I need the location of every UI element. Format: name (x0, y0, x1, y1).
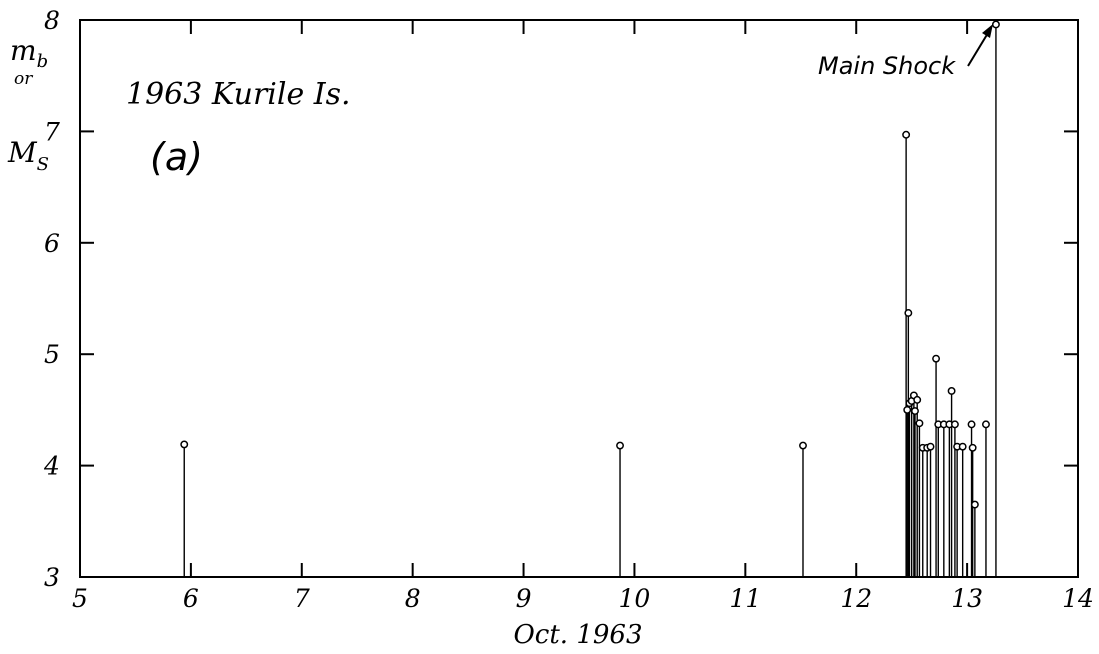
x-tick-label: 8 (405, 584, 421, 613)
data-point (958, 442, 967, 451)
y-tick-label: 7 (44, 117, 60, 146)
data-point (926, 442, 935, 451)
data-point (904, 309, 913, 317)
data-point (947, 387, 956, 395)
y-tick-label: 5 (44, 340, 60, 369)
x-tick-label: 7 (294, 584, 310, 613)
axis-ticks (80, 20, 1078, 577)
x-tick-label: 9 (516, 584, 532, 613)
data-point (982, 420, 990, 429)
main-shock-label: Main Shock (818, 52, 956, 80)
y-tick-label: 3 (44, 563, 60, 592)
x-tick-label: 10 (619, 584, 651, 613)
axis-tick-labels: 5 6 7 8 9 10 11 12 13 14 3 4 5 6 7 8 (43, 6, 1094, 613)
data-point (967, 420, 976, 429)
data-point (799, 441, 807, 450)
main-shock-arrowhead (982, 24, 993, 38)
data-point (902, 130, 911, 139)
data-point (950, 420, 959, 429)
main-shock-annotation: Main Shock (818, 24, 993, 80)
data-point (991, 20, 1000, 29)
y-tick-label: 4 (43, 452, 60, 481)
plot-title: 1963 Kurile Is. (126, 77, 351, 112)
y-axis-label: mb or MS (7, 34, 49, 175)
x-tick-label: 12 (840, 584, 872, 613)
x-tick-label: 5 (72, 584, 88, 613)
x-tick-label: 14 (1062, 584, 1094, 613)
data-point (180, 440, 189, 449)
y-tick-label: 8 (44, 6, 60, 35)
data-point (970, 500, 979, 509)
x-tick-label: 13 (951, 584, 983, 613)
y-axis-label-mb: mb (10, 34, 48, 72)
data-stems (183, 27, 997, 577)
data-point (913, 395, 922, 404)
plot-frame (79, 19, 1079, 578)
data-points (180, 20, 1000, 509)
x-axis-title: Oct. 1963 (513, 620, 642, 650)
data-point (911, 407, 919, 415)
data-point (903, 405, 912, 414)
data-point (616, 441, 624, 450)
data-point (915, 419, 924, 428)
data-point (968, 443, 977, 452)
y-axis-label-ms: MS (7, 136, 49, 175)
x-tick-label: 6 (183, 584, 199, 613)
panel-label: (a) (150, 135, 203, 179)
x-tick-label: 11 (729, 584, 761, 613)
y-tick-label: 6 (44, 229, 60, 258)
y-axis-label-or: or (14, 69, 33, 89)
data-point (932, 354, 941, 363)
